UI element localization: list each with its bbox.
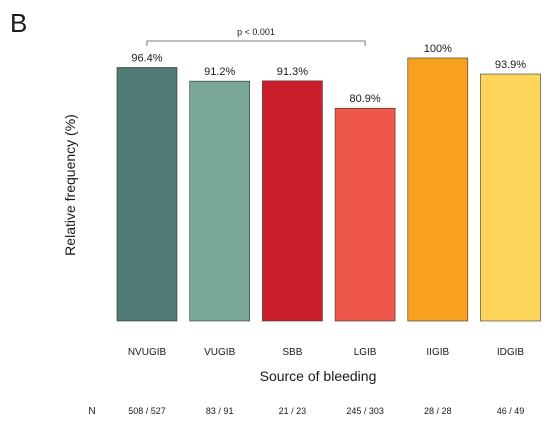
count-nvugib: 508 / 527 [128, 406, 166, 416]
count-iigib: 28 / 28 [424, 406, 452, 416]
value-label-nvugib: 96.4% [131, 52, 162, 64]
value-label-idgib: 93.9% [495, 59, 526, 71]
value-label-vugib: 91.2% [204, 66, 235, 78]
x-tick-idgib: IDGIB [497, 347, 525, 358]
x-tick-nvugib: NVUGIB [128, 347, 167, 358]
panel-letter: B [10, 8, 27, 38]
x-tick-sbb: SBB [282, 347, 302, 358]
bar-sbb [262, 80, 323, 322]
y-axis-label: Relative frequency (%) [62, 114, 78, 256]
bar-iigib [407, 57, 469, 322]
counts-row: 508 / 527 83 / 91 21 / 23 245 / 303 28 / 28 4… [128, 406, 524, 416]
value-label-lgib: 80.9% [349, 93, 380, 105]
value-label-sbb: 91.3% [277, 66, 308, 78]
count-lgib: 245 / 303 [346, 406, 384, 416]
x-tick-lgib: LGIB [354, 347, 377, 358]
significance-bracket-line [146, 40, 366, 46]
bar-nvugib [116, 67, 178, 322]
value-label-iigib: 100% [424, 43, 452, 55]
x-tick-vugib: VUGIB [204, 347, 235, 358]
value-labels-group: 96.4% 91.2% 91.3% 80.9% 100% 93.9% [131, 43, 526, 105]
bars-group [116, 57, 541, 322]
bar-lgib [334, 107, 396, 322]
counts-row-label: N [88, 406, 95, 417]
significance-bracket: p < 0.001 [146, 27, 366, 46]
significance-label: p < 0.001 [237, 27, 275, 37]
count-sbb: 21 / 23 [279, 406, 307, 416]
bar-idgib [480, 73, 541, 322]
x-tick-labels-group: NVUGIB VUGIB SBB LGIB IIGIB IDGIB [128, 347, 525, 358]
x-axis-label: Source of bleeding [260, 368, 377, 384]
x-tick-iigib: IIGIB [426, 347, 449, 358]
count-vugib: 83 / 91 [206, 406, 234, 416]
count-idgib: 46 / 49 [497, 406, 525, 416]
bar-vugib [189, 80, 250, 322]
